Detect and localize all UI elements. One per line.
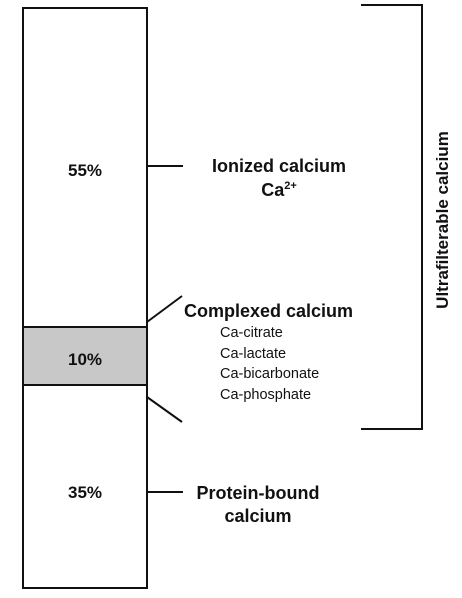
- complexed-percent-label: 10%: [67, 350, 103, 369]
- complex-item-citrate: Ca-citrate: [220, 325, 283, 341]
- complexed-segment: [23, 327, 147, 385]
- complexed-leader-bottom: [146, 396, 183, 423]
- ionized-segment: [23, 8, 147, 327]
- complex-item-phosphate: Ca-phosphate: [220, 386, 312, 403]
- ionized-calcium-label: Ionized calcium Ca2+: [186, 157, 372, 199]
- ionized-percent-label: 55%: [67, 161, 103, 180]
- complexed-calcium-title: Complexed calcium: [184, 301, 354, 321]
- ionized-calcium-formula: Ca2+: [186, 180, 372, 200]
- protein-bound-percent-label: 35%: [67, 483, 103, 502]
- complex-item-bicarbonate: Ca-bicarbonate: [220, 366, 320, 382]
- complexed-leader-top: [146, 295, 183, 323]
- protein-bound-calcium-label: Protein-bound calcium: [186, 484, 330, 525]
- formula-base: Ca: [261, 180, 285, 200]
- formula-charge: 2+: [284, 180, 297, 192]
- column-outline: [22, 7, 148, 589]
- protein-bound-title-line1: Protein-bound: [196, 483, 320, 503]
- complex-item-lactate: Ca-lactate: [220, 345, 287, 362]
- ionized-calcium-title: Ionized calcium: [211, 156, 347, 176]
- protein-bound-title-line2: calcium: [224, 506, 292, 526]
- ultrafilterable-bracket: [361, 4, 423, 430]
- protein-bound-segment: [23, 385, 147, 588]
- ultrafilterable-calcium-label: Ultrafilterable calcium: [433, 131, 452, 309]
- complexed-calcium-label: Complexed calcium Ca-citrate Ca-lactate …: [184, 302, 353, 402]
